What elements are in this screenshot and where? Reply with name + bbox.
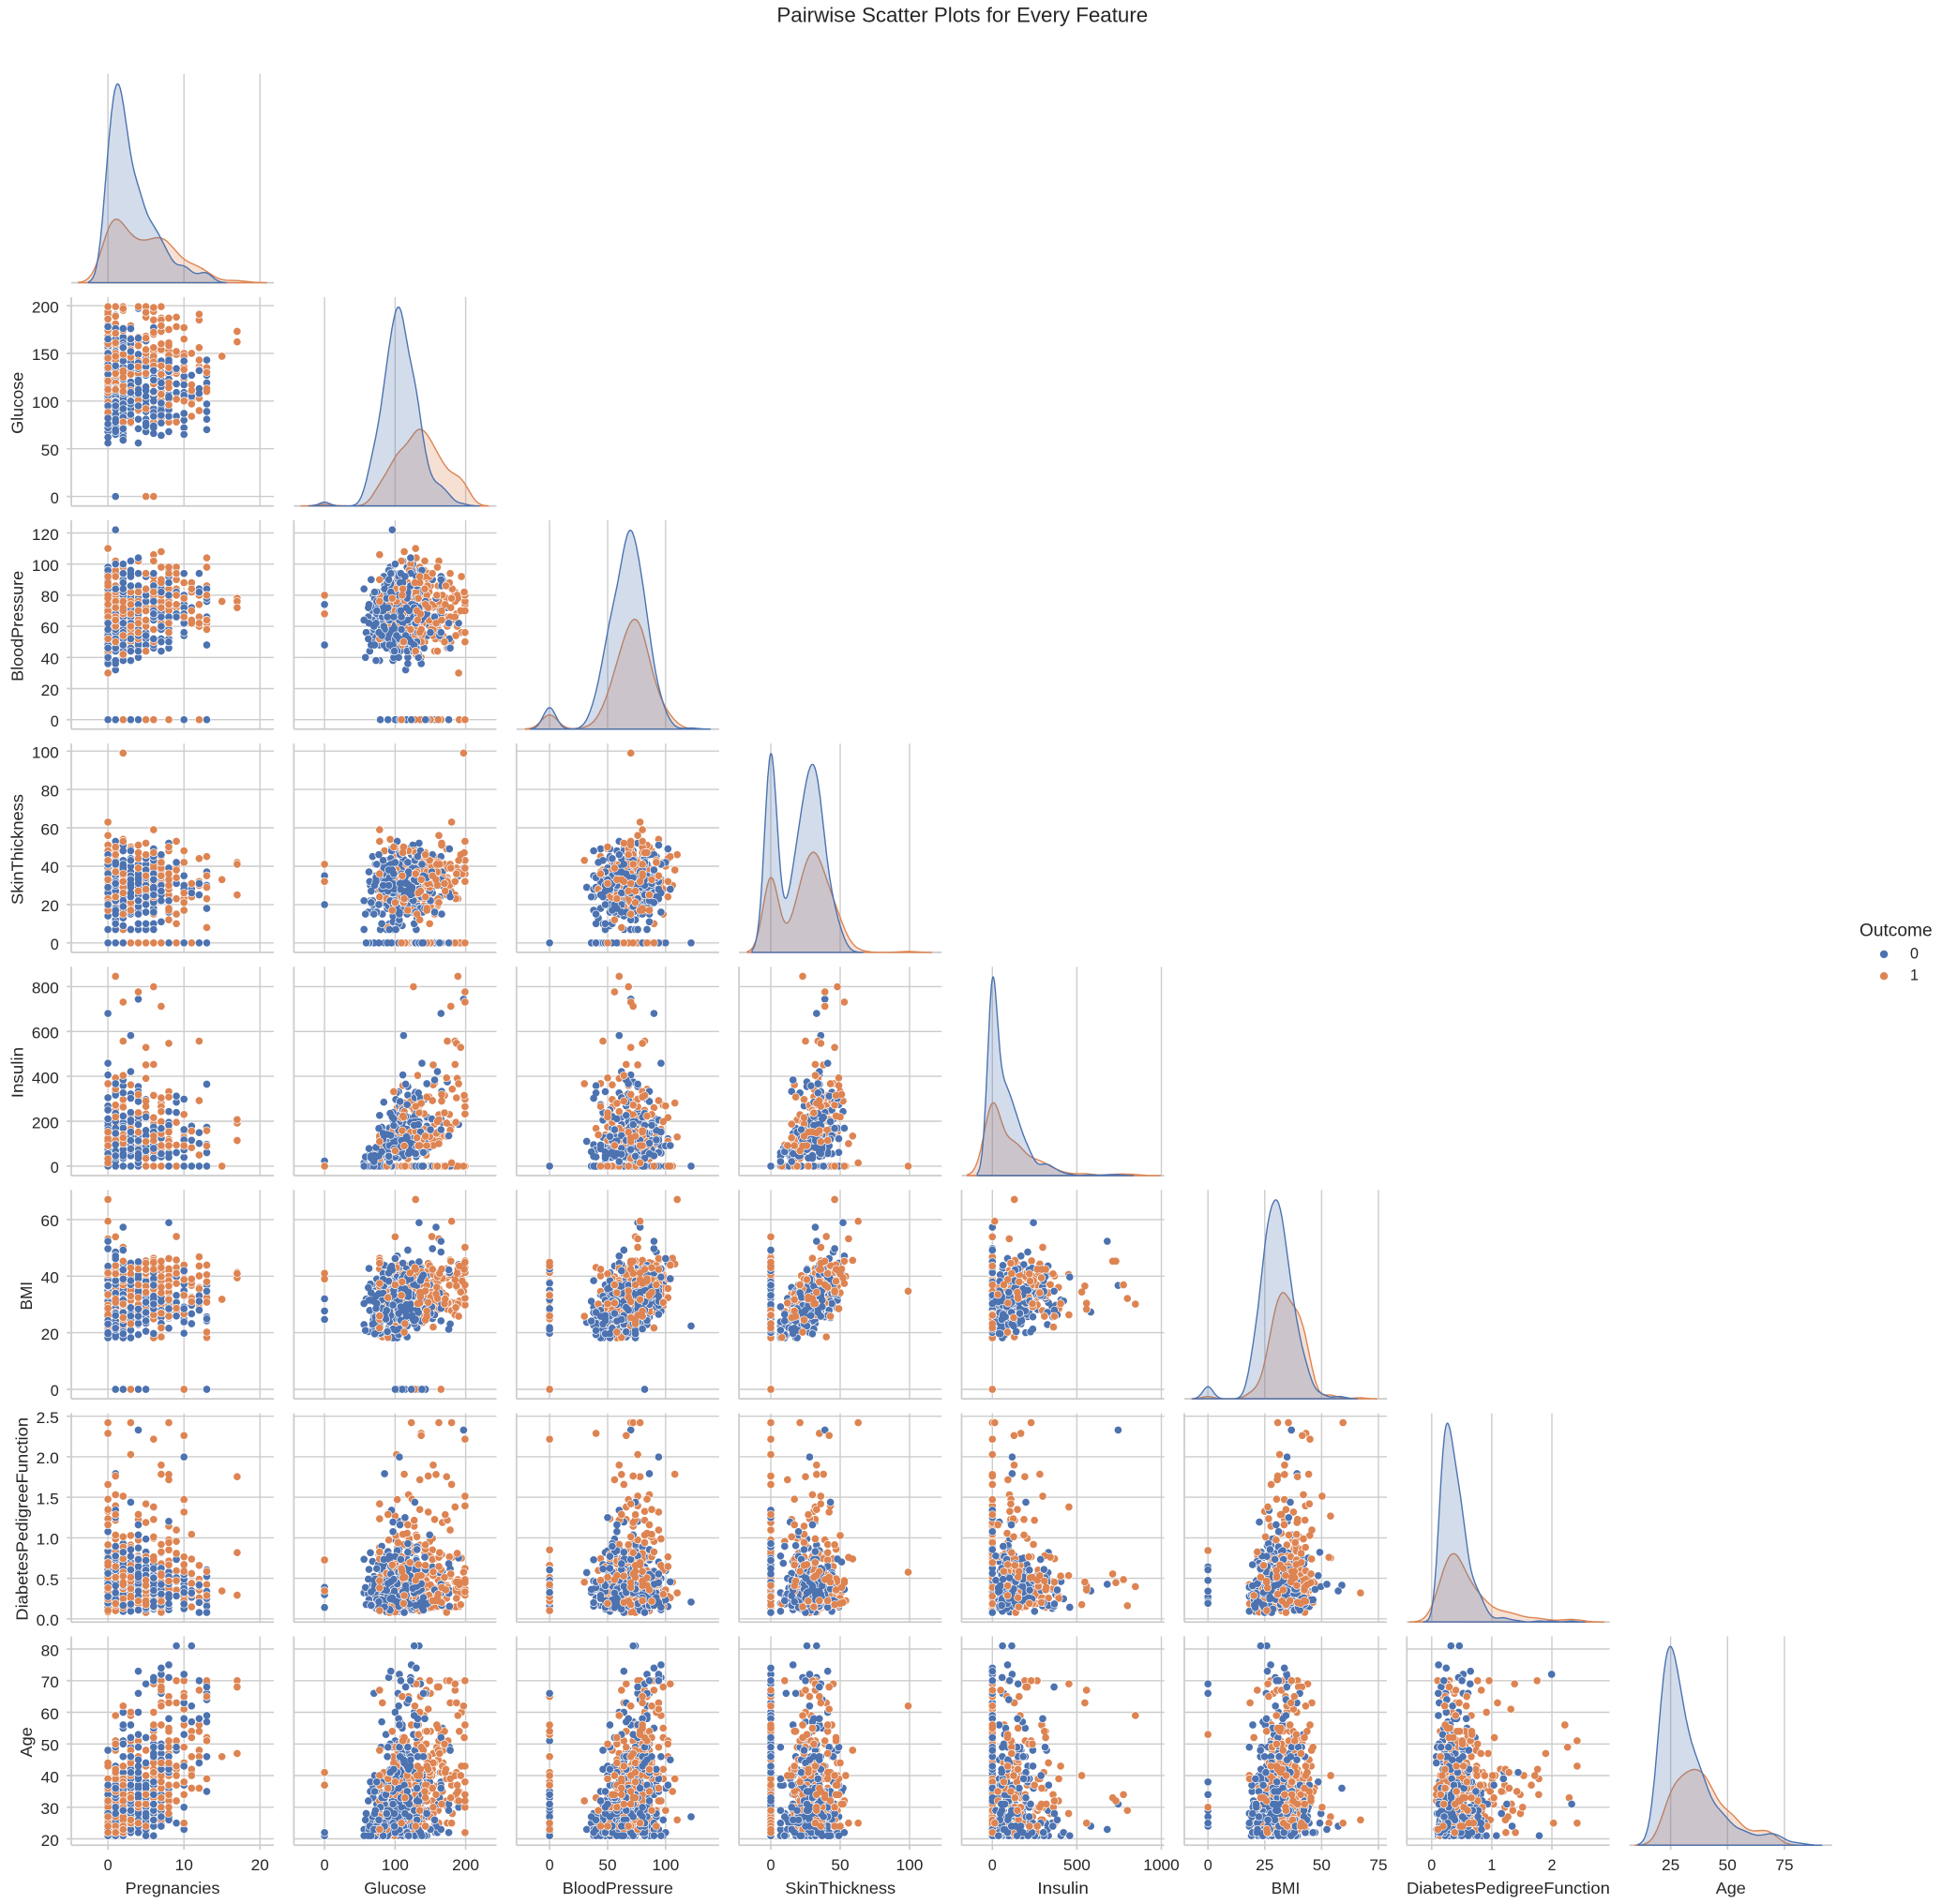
svg-text:50: 50 — [831, 1857, 849, 1874]
svg-text:0.0: 0.0 — [37, 1612, 59, 1629]
svg-text:100: 100 — [896, 1857, 924, 1874]
svg-text:0: 0 — [51, 713, 59, 730]
svg-text:200: 200 — [32, 299, 59, 316]
svg-text:40: 40 — [41, 652, 59, 668]
svg-text:1: 1 — [1910, 967, 1919, 984]
svg-text:Glucose: Glucose — [8, 372, 27, 434]
svg-text:2.5: 2.5 — [37, 1410, 59, 1427]
svg-text:0: 0 — [1427, 1857, 1436, 1874]
svg-text:150: 150 — [32, 347, 59, 364]
svg-text:10: 10 — [175, 1857, 193, 1874]
svg-text:0: 0 — [104, 1857, 113, 1874]
svg-text:2.0: 2.0 — [37, 1450, 59, 1467]
svg-text:30: 30 — [40, 1801, 58, 1818]
svg-text:800: 800 — [32, 981, 59, 997]
svg-text:0: 0 — [51, 1160, 59, 1177]
svg-text:60: 60 — [40, 1213, 58, 1230]
svg-text:80: 80 — [41, 1642, 59, 1659]
svg-text:100: 100 — [32, 558, 59, 575]
svg-text:20: 20 — [41, 898, 59, 915]
svg-text:BloodPressure: BloodPressure — [563, 1879, 673, 1897]
svg-text:SkinThickness: SkinThickness — [8, 794, 27, 905]
svg-text:Insulin: Insulin — [1037, 1879, 1088, 1897]
svg-text:1: 1 — [1487, 1857, 1496, 1874]
svg-text:0: 0 — [321, 1857, 329, 1874]
svg-text:40: 40 — [41, 860, 59, 877]
svg-text:600: 600 — [32, 1026, 59, 1042]
svg-text:BloodPressure: BloodPressure — [8, 571, 27, 682]
svg-text:BMI: BMI — [1272, 1879, 1301, 1897]
svg-text:0: 0 — [988, 1857, 997, 1874]
svg-text:Glucose: Glucose — [364, 1879, 426, 1897]
svg-text:1.5: 1.5 — [37, 1491, 59, 1507]
svg-text:50: 50 — [1719, 1857, 1737, 1874]
svg-text:120: 120 — [32, 527, 59, 544]
svg-text:70: 70 — [41, 1674, 59, 1691]
svg-text:0: 0 — [546, 1857, 554, 1874]
svg-text:0.5: 0.5 — [37, 1572, 59, 1589]
svg-text:0: 0 — [51, 937, 59, 953]
svg-text:100: 100 — [652, 1857, 679, 1874]
svg-text:20: 20 — [41, 1327, 59, 1343]
svg-text:0: 0 — [1910, 945, 1919, 962]
svg-text:50: 50 — [1313, 1857, 1331, 1874]
svg-text:60: 60 — [40, 1706, 58, 1723]
svg-text:Age: Age — [17, 1727, 36, 1757]
svg-text:400: 400 — [32, 1070, 59, 1087]
svg-text:20: 20 — [41, 1833, 59, 1850]
svg-text:20: 20 — [41, 682, 59, 699]
svg-text:100: 100 — [32, 745, 59, 762]
svg-text:100: 100 — [382, 1857, 409, 1874]
svg-text:50: 50 — [41, 442, 59, 459]
svg-text:Insulin: Insulin — [8, 1047, 27, 1098]
svg-text:100: 100 — [32, 395, 59, 412]
svg-text:50: 50 — [41, 1738, 59, 1755]
svg-text:75: 75 — [1369, 1857, 1387, 1874]
svg-text:Outcome: Outcome — [1859, 922, 1933, 941]
svg-text:20: 20 — [251, 1857, 269, 1874]
svg-text:80: 80 — [41, 783, 59, 800]
svg-text:1.0: 1.0 — [37, 1532, 59, 1549]
svg-text:0: 0 — [51, 1383, 59, 1400]
svg-text:DiabetesPedigreeFunction: DiabetesPedigreeFunction — [1407, 1879, 1610, 1897]
svg-text:Pairwise Scatter Plots for Eve: Pairwise Scatter Plots for Every Feature — [776, 4, 1148, 27]
svg-text:Pregnancies: Pregnancies — [126, 1879, 220, 1897]
svg-text:75: 75 — [1775, 1857, 1793, 1874]
svg-text:25: 25 — [1256, 1857, 1273, 1874]
svg-text:1000: 1000 — [1143, 1857, 1180, 1874]
svg-text:0: 0 — [766, 1857, 775, 1874]
svg-text:60: 60 — [40, 620, 58, 637]
svg-text:200: 200 — [452, 1857, 479, 1874]
svg-text:80: 80 — [41, 589, 59, 606]
svg-text:SkinThickness: SkinThickness — [785, 1879, 896, 1897]
svg-text:0: 0 — [51, 490, 59, 507]
svg-text:BMI: BMI — [17, 1282, 36, 1311]
svg-text:50: 50 — [598, 1857, 616, 1874]
svg-text:40: 40 — [41, 1769, 59, 1786]
svg-text:DiabetesPedigreeFunction: DiabetesPedigreeFunction — [12, 1417, 31, 1621]
svg-text:500: 500 — [1063, 1857, 1091, 1874]
svg-text:25: 25 — [1662, 1857, 1679, 1874]
svg-text:Age: Age — [1716, 1879, 1746, 1897]
svg-text:40: 40 — [41, 1270, 59, 1287]
svg-text:200: 200 — [32, 1115, 59, 1132]
svg-text:0: 0 — [1204, 1857, 1212, 1874]
svg-text:60: 60 — [40, 821, 58, 838]
svg-text:2: 2 — [1547, 1857, 1556, 1874]
